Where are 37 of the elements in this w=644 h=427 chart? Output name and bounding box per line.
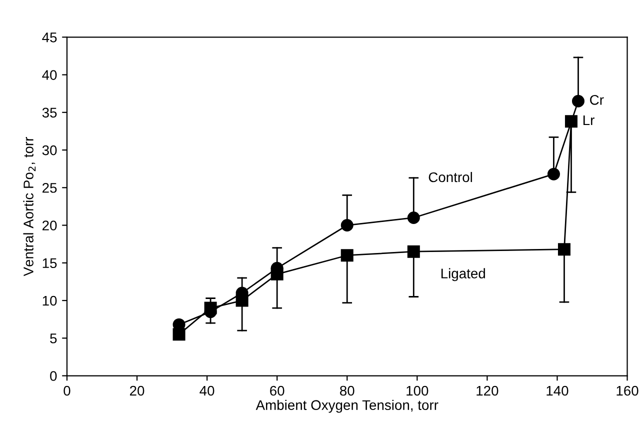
point bbox=[340, 219, 354, 232]
x-tick-label: 140 bbox=[546, 386, 568, 396]
x-tick-label: 40 bbox=[200, 386, 214, 396]
y-tick-label: 15 bbox=[42, 258, 57, 268]
point bbox=[547, 168, 560, 180]
y-tick-label: 40 bbox=[42, 70, 57, 80]
annotation: Cr bbox=[590, 95, 604, 105]
series-label: Ligated bbox=[441, 268, 485, 282]
x-tick-label: 20 bbox=[130, 386, 144, 396]
point bbox=[172, 328, 186, 341]
y-tick-label: 25 bbox=[42, 182, 57, 193]
point bbox=[558, 243, 570, 256]
point bbox=[340, 249, 354, 262]
y-tick-label: 20 bbox=[42, 220, 57, 230]
point bbox=[270, 268, 284, 280]
x-tick-label: 80 bbox=[340, 386, 354, 396]
point bbox=[564, 115, 578, 128]
series-label: Control bbox=[428, 172, 472, 182]
point bbox=[407, 245, 420, 258]
y-tick-label: 30 bbox=[42, 145, 57, 156]
x-tick-label: 100 bbox=[406, 386, 428, 396]
y-tick-label: 5 bbox=[50, 334, 57, 344]
annotation: Lr bbox=[583, 115, 594, 126]
y-tick-label: 35 bbox=[42, 108, 57, 118]
point bbox=[572, 94, 584, 108]
x-tick-label: 160 bbox=[616, 386, 638, 396]
y-tick-label: 45 bbox=[42, 32, 57, 42]
y-tick-label: 10 bbox=[42, 296, 57, 306]
x-axis-title: Ambient Oxygen Tension, torr bbox=[256, 400, 438, 413]
point bbox=[236, 294, 248, 307]
y-tick-label: 0 bbox=[50, 371, 57, 381]
x-tick-label: 120 bbox=[476, 386, 498, 396]
x-tick-label: 0 bbox=[64, 386, 70, 396]
point bbox=[407, 211, 420, 224]
point bbox=[204, 302, 217, 314]
x-tick-label: 60 bbox=[270, 386, 284, 396]
y-axis-title: Ventral Aortic Po$_{2}$, torr bbox=[23, 137, 36, 276]
